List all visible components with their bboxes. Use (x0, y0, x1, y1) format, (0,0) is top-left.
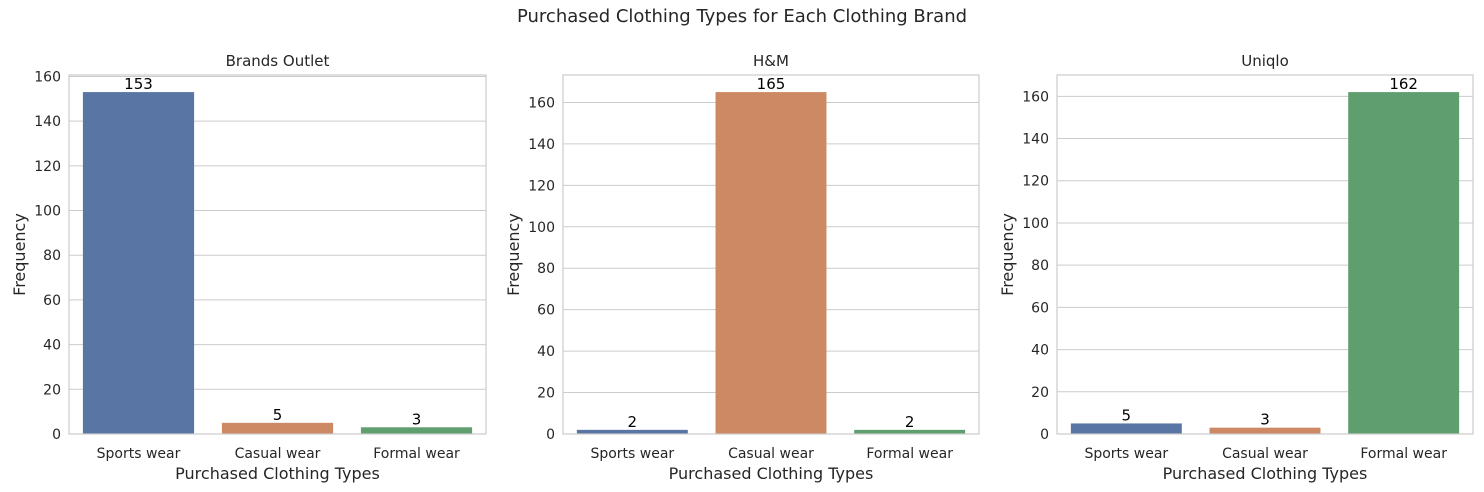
y-axis-label: Frequency (504, 213, 523, 296)
x-axis-label: Purchased Clothing Types (1163, 464, 1368, 483)
bar-sports-wear (576, 429, 688, 434)
bar-value-label: 153 (124, 75, 153, 93)
bar-value-label: 5 (273, 406, 283, 424)
y-tick-label: 140 (1022, 132, 1049, 148)
bar-value-label: 5 (1122, 406, 1132, 424)
bar-value-label: 165 (757, 75, 786, 93)
y-tick-label: 160 (34, 69, 61, 85)
y-tick-label: 160 (528, 95, 555, 111)
y-tick-label: 40 (43, 338, 61, 354)
x-axis-label: Purchased Clothing Types (175, 464, 380, 483)
x-tick-label: Sports wear (97, 446, 181, 462)
x-tick-label: Casual wear (1222, 446, 1308, 462)
y-tick-label: 60 (1031, 300, 1049, 316)
x-tick-label: Formal wear (1360, 446, 1447, 462)
subplot-title: H&M (753, 52, 789, 70)
bar-value-label: 162 (1389, 75, 1418, 93)
y-tick-label: 0 (546, 427, 555, 443)
bar-value-label: 3 (1260, 411, 1270, 429)
y-tick-label: 120 (34, 159, 61, 175)
y-tick-label: 20 (43, 382, 61, 398)
bar-value-label: 2 (905, 413, 915, 431)
y-tick-label: 140 (528, 137, 555, 153)
x-tick-label: Casual wear (235, 446, 321, 462)
bar-casual-wear (221, 422, 334, 434)
y-tick-label: 80 (537, 261, 555, 277)
bar-casual-wear (715, 92, 827, 434)
y-tick-label: 60 (43, 293, 61, 309)
y-tick-label: 160 (1022, 89, 1049, 105)
y-tick-label: 0 (52, 427, 61, 443)
y-tick-label: 100 (528, 220, 555, 236)
y-tick-label: 60 (537, 303, 555, 319)
y-tick-label: 100 (1022, 216, 1049, 232)
y-tick-label: 40 (1031, 343, 1049, 359)
x-tick-label: Casual wear (728, 446, 814, 462)
bar-formal-wear (854, 429, 966, 434)
bar-value-label: 3 (412, 410, 422, 428)
chart-panel-2: 0 20 40 60 80 100 120 140 160 2 Sports wear 165 Casu… (504, 52, 980, 483)
subplot-title: Brands Outlet (226, 52, 330, 70)
axes-frame (1056, 74, 1474, 435)
figure-title: Purchased Clothing Types for Each Clothi… (516, 6, 968, 27)
bar-formal-wear (360, 427, 473, 434)
y-tick-label: 140 (34, 114, 61, 130)
axes-frame (68, 74, 487, 435)
bar-sports-wear (82, 92, 195, 434)
y-tick-label: 20 (537, 386, 555, 402)
subplot-title: Uniqlo (1241, 52, 1289, 70)
axes-frame (562, 74, 980, 435)
y-tick-label: 120 (528, 178, 555, 194)
y-tick-label: 20 (1031, 385, 1049, 401)
bar-casual-wear (1209, 427, 1321, 434)
y-tick-label: 0 (1040, 427, 1049, 443)
chart-panel-3: 0 20 40 60 80 100 120 140 160 5 Sports wear 3 Casual… (998, 52, 1474, 483)
y-tick-label: 80 (1031, 258, 1049, 274)
x-tick-label: Sports wear (1084, 446, 1168, 462)
y-axis-label: Frequency (998, 213, 1017, 296)
y-axis-label: Frequency (10, 213, 29, 296)
x-axis-label: Purchased Clothing Types (669, 464, 874, 483)
y-tick-label: 40 (537, 344, 555, 360)
y-tick-label: 120 (1022, 174, 1049, 190)
y-tick-label: 80 (43, 248, 61, 264)
x-tick-label: Formal wear (866, 446, 953, 462)
x-tick-label: Formal wear (373, 446, 460, 462)
bar-value-label: 2 (628, 413, 638, 431)
chart-panel-1: 0 20 40 60 80 100 120 140 160 153 Sports wear 5 Casu… (10, 52, 487, 483)
x-tick-label: Sports wear (590, 446, 674, 462)
bar-formal-wear (1348, 92, 1460, 434)
bar-sports-wear (1070, 423, 1182, 434)
y-tick-label: 100 (34, 204, 61, 220)
